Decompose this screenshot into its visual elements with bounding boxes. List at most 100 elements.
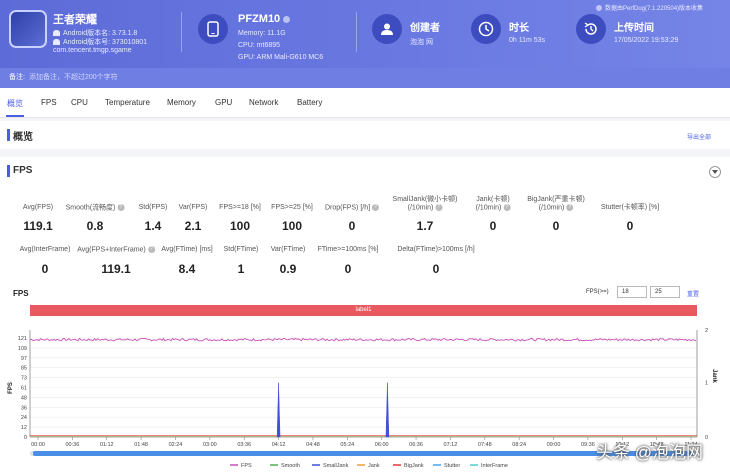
- tab-temperature[interactable]: Temperature: [105, 98, 150, 107]
- metric-value: 100: [229, 219, 251, 233]
- reset-link[interactable]: 重置: [687, 292, 700, 298]
- metric-label: SmallJank(微小卡顿) (/10min)?: [392, 196, 458, 212]
- x-tick-label: 06:00: [375, 442, 389, 448]
- phone-icon: [198, 14, 228, 44]
- android-icon: [53, 30, 60, 37]
- chart-scroll-thumb[interactable]: [33, 451, 694, 456]
- metric-value: 0: [626, 219, 634, 233]
- legend-label: SmallJank: [323, 463, 349, 468]
- x-tick-label: 03:36: [237, 442, 251, 448]
- chevron-down-icon: [712, 170, 718, 174]
- y2-axis-label: Jank: [711, 369, 717, 383]
- metric-value: 0.9: [279, 262, 297, 276]
- device-cpu: CPU: mt6895: [238, 42, 281, 49]
- legend-label: BigJank: [404, 463, 424, 468]
- help-icon[interactable]: ?: [372, 204, 380, 211]
- note-input[interactable]: 添加备注，不超过200个字符: [28, 74, 118, 81]
- metric-value: 0: [344, 262, 352, 276]
- tab-network[interactable]: Network: [249, 98, 279, 107]
- fps-section-title: FPS: [13, 165, 33, 176]
- metric-value: 0: [552, 219, 560, 233]
- legend-item[interactable]: Jank: [357, 463, 380, 468]
- info-icon[interactable]: [283, 15, 291, 23]
- history-icon: [576, 14, 606, 44]
- tab-bar: 概览 FPS CPU Temperature Memory GPU Networ…: [0, 88, 730, 118]
- x-tick-label: 04:48: [306, 442, 320, 448]
- legend-item[interactable]: Stutter: [433, 463, 460, 468]
- fps-max-input[interactable]: 25: [650, 286, 680, 298]
- metric-label: Avg(FTime) [ms]: [161, 246, 213, 253]
- creator-value: 泡泡 网: [410, 39, 433, 46]
- app-package: com.tencent.tmgp.sgame: [53, 47, 132, 54]
- fps-min-input[interactable]: 18: [617, 286, 647, 298]
- creator-label: 创建者: [410, 23, 440, 34]
- tab-overview[interactable]: 概览: [7, 99, 23, 108]
- legend-item[interactable]: BigJank: [393, 463, 424, 468]
- y-tick-label: 109: [18, 346, 27, 352]
- duration-label: 时长: [509, 23, 529, 34]
- metric-label: FPS>=25 [%]: [271, 204, 313, 211]
- chart-title: FPS: [13, 289, 29, 298]
- overview-title: 概览: [13, 132, 33, 143]
- tab-cpu[interactable]: CPU: [71, 98, 88, 107]
- upload-label: 上传时间: [614, 23, 654, 34]
- divider: [356, 12, 357, 52]
- metric-label: Stutter(卡顿率) [%]: [600, 204, 660, 211]
- app-version-code: Android版本号: 373010801: [53, 37, 147, 47]
- help-icon[interactable]: ?: [147, 246, 155, 253]
- section-marker: [7, 129, 10, 141]
- note-bar[interactable]: 备注: 添加备注，不超过200个字符: [0, 68, 730, 88]
- legend-label: Jank: [368, 463, 380, 468]
- divider: [181, 12, 182, 52]
- legend-label: Stutter: [444, 463, 460, 468]
- x-tick-label: 10:48: [650, 442, 664, 448]
- tab-gpu[interactable]: GPU: [215, 98, 233, 107]
- x-tick-label: 02:24: [169, 442, 183, 448]
- x-tick-label: 09:00: [547, 442, 561, 448]
- y2-tick-label: 1: [705, 381, 708, 387]
- y-tick-label: 85: [21, 366, 27, 372]
- legend-label: InterFrame: [481, 463, 508, 468]
- metric-value: 119.1: [23, 219, 53, 233]
- metric-label: Var(FPS): [178, 204, 208, 211]
- app-version-name: Android版本名: 3.73.1.8: [53, 28, 137, 38]
- metric-value: 0: [348, 219, 356, 233]
- metric-value: 1: [237, 262, 245, 276]
- overview-section: 概览 导出全部: [0, 121, 730, 149]
- legend-item[interactable]: Smooth: [270, 463, 300, 468]
- y-tick-label: 73: [21, 376, 27, 382]
- help-icon[interactable]: ?: [117, 204, 125, 211]
- metric-value: 8.4: [178, 262, 196, 276]
- android-icon: [53, 39, 60, 46]
- metric-value: 1.7: [416, 219, 434, 233]
- legend-item[interactable]: InterFrame: [470, 463, 508, 468]
- tab-fps[interactable]: FPS: [41, 98, 57, 107]
- help-icon[interactable]: ?: [435, 204, 443, 211]
- y-tick-label: 61: [21, 386, 27, 392]
- metric-value: 0: [432, 262, 440, 276]
- metric-value: 0.8: [86, 219, 104, 233]
- device-model: PFZM10: [238, 13, 291, 25]
- device-memory: Memory: 11.1G: [238, 30, 286, 37]
- metric-label: Smooth(流畅度)?: [66, 204, 125, 212]
- y-tick-label: 121: [18, 336, 27, 342]
- legend-item[interactable]: SmallJank: [312, 463, 349, 468]
- tab-memory[interactable]: Memory: [167, 98, 196, 107]
- metric-label: Std(FTime): [223, 246, 259, 253]
- y2-tick-label: 0: [705, 435, 708, 441]
- x-tick-label: 05:24: [340, 442, 354, 448]
- metric-label: Avg(FPS+InterFrame)?: [77, 246, 155, 254]
- help-icon[interactable]: ?: [566, 204, 574, 211]
- watermark-text: 头条 @泡泡网: [596, 443, 703, 462]
- section-marker: [7, 165, 10, 177]
- tab-battery[interactable]: Battery: [297, 98, 323, 107]
- active-tab-indicator: [6, 115, 24, 117]
- export-all-link[interactable]: 导出全部: [686, 135, 711, 141]
- y-tick-label: 36: [21, 405, 27, 411]
- x-tick-label: 04:12: [272, 442, 286, 448]
- y-tick-label: 12: [21, 425, 27, 431]
- help-icon[interactable]: ?: [503, 204, 511, 211]
- collapse-button[interactable]: [709, 166, 721, 178]
- legend-item[interactable]: FPS: [230, 463, 252, 468]
